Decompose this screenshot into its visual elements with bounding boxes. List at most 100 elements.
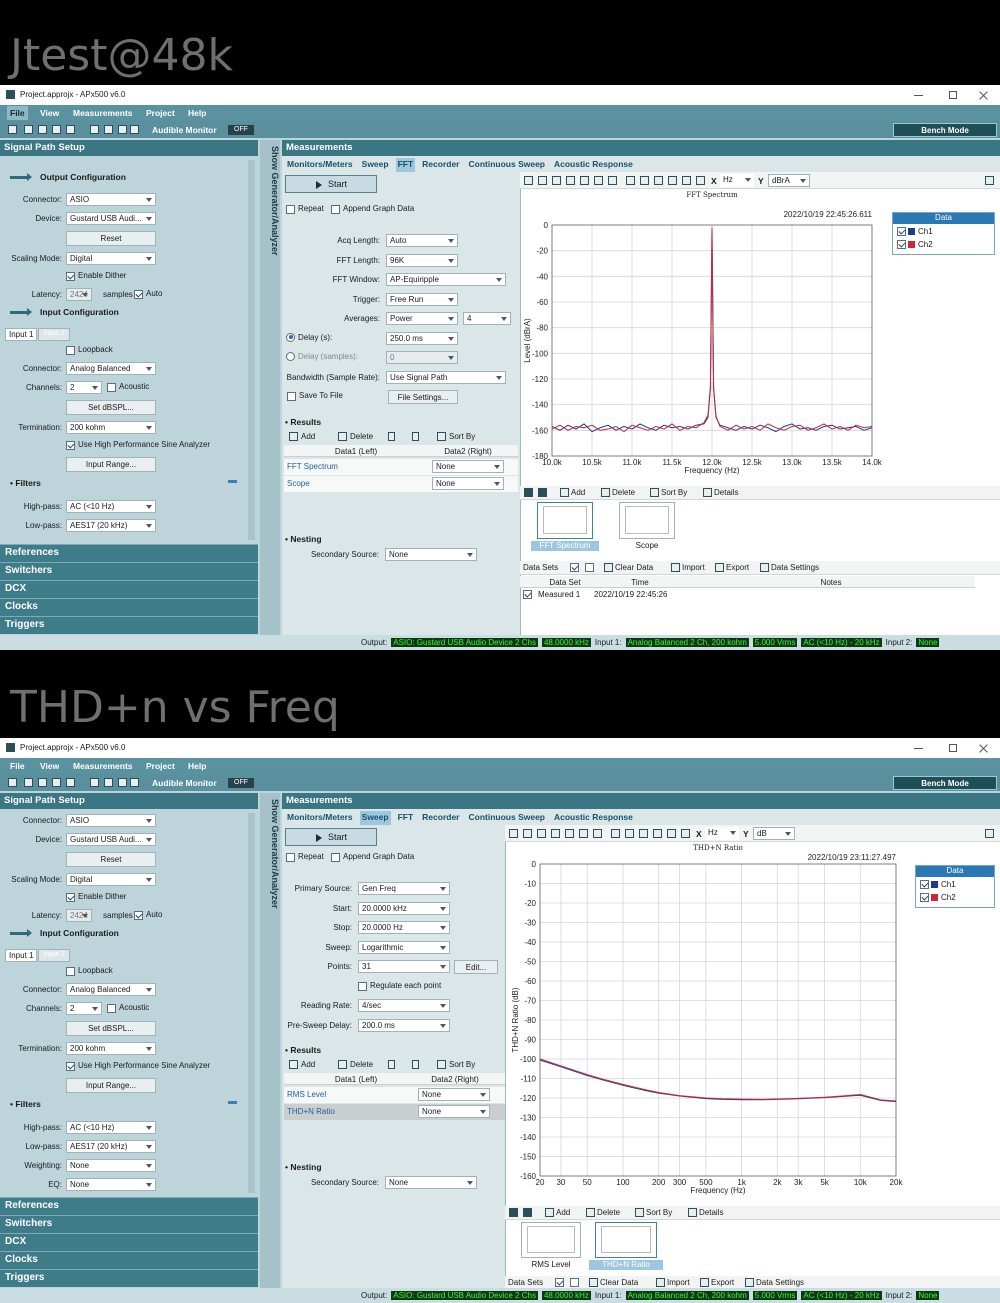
legend-checkbox[interactable]	[920, 893, 929, 902]
button[interactable]: Reset	[66, 231, 156, 246]
field-dropdown[interactable]: Gustard USB Audi...	[66, 833, 156, 846]
toolbar-button[interactable]: Delete	[612, 488, 636, 497]
toolbar-icon[interactable]	[289, 1060, 298, 1069]
param-value[interactable]: Logarithmic	[358, 940, 450, 954]
checkbox[interactable]	[66, 346, 75, 355]
toolbar-icon[interactable]	[437, 1060, 446, 1069]
toolbar-icon[interactable]	[745, 1278, 754, 1287]
checkbox[interactable]	[523, 590, 532, 599]
field-dropdown[interactable]: 200 kohm	[66, 421, 156, 434]
toolbar-button[interactable]: Import	[667, 1278, 690, 1287]
result-name[interactable]: THD+N Ratio	[287, 1107, 335, 1116]
toolbar-icon[interactable]	[650, 488, 659, 497]
legend-checkbox[interactable]	[920, 880, 929, 889]
param-value[interactable]: None	[385, 1176, 477, 1189]
nav-icon[interactable]	[524, 488, 533, 497]
result-dropdown[interactable]: None	[418, 1088, 490, 1101]
thumbnail-label[interactable]: Scope	[635, 541, 659, 550]
nav-icon[interactable]	[523, 1208, 532, 1217]
monitor-toggle[interactable]: OFF	[228, 125, 254, 135]
button[interactable]: Input Range...	[66, 1078, 156, 1093]
param-value[interactable]: Power	[386, 312, 458, 325]
checkbox[interactable]	[107, 383, 116, 392]
button[interactable]: Reset	[66, 852, 156, 867]
unit-dropdown[interactable]: Hz	[720, 174, 754, 187]
menu-item[interactable]: View	[40, 761, 60, 771]
toolbar-icon[interactable]	[538, 176, 547, 185]
checkbox[interactable]	[286, 853, 295, 862]
checkbox[interactable]	[286, 205, 295, 214]
field-dropdown[interactable]: Analog Balanced	[66, 983, 156, 996]
thumbnail-label[interactable]: THD+N Ratio	[589, 1260, 663, 1270]
button[interactable]: Edit...	[454, 960, 498, 974]
toolbar-icon[interactable]	[682, 176, 691, 185]
spin-value[interactable]: 4	[463, 312, 511, 325]
measurement-tab[interactable]: Continuous Sweep	[468, 159, 546, 169]
toolbar-icon[interactable]	[654, 176, 663, 185]
toolbar-button[interactable]: Delete	[597, 1208, 621, 1217]
input-tab[interactable]: Input 1	[5, 328, 37, 341]
move-icon[interactable]	[388, 431, 395, 441]
toolbar-icon[interactable]	[667, 829, 676, 838]
toolbar-button[interactable]: Add	[571, 488, 586, 497]
toolbar-icon[interactable]	[586, 1208, 595, 1217]
toolbar-icon[interactable]	[118, 125, 127, 134]
toolbar-icon[interactable]	[625, 829, 634, 838]
checkbox[interactable]	[287, 392, 296, 401]
measurement-tab[interactable]: Sweep	[361, 159, 389, 169]
toolbar-icon[interactable]	[594, 176, 603, 185]
nav-item[interactable]: Triggers	[0, 1269, 258, 1287]
toolbar-icon[interactable]	[8, 125, 17, 134]
checkbox[interactable]	[555, 1278, 564, 1287]
radio[interactable]	[286, 352, 295, 361]
toolbar-icon[interactable]	[338, 1060, 347, 1069]
toolbar-icon[interactable]	[24, 125, 33, 134]
toolbar-icon[interactable]	[130, 778, 139, 787]
start-button[interactable]: Start	[285, 175, 377, 193]
menu-item[interactable]: Project	[146, 108, 175, 118]
toolbar-icon[interactable]	[509, 829, 518, 838]
field-dropdown[interactable]: None	[66, 1178, 156, 1191]
measurement-tab[interactable]: Acoustic Response	[554, 812, 633, 822]
nav-item[interactable]: Clocks	[0, 598, 258, 616]
toolbar-icon[interactable]	[566, 176, 575, 185]
unit-dropdown[interactable]: dBrA	[768, 174, 810, 187]
maximize-button[interactable]	[949, 91, 957, 99]
toolbar-button[interactable]: Sort By	[646, 1208, 673, 1217]
result-dropdown[interactable]: None	[432, 476, 504, 490]
graph-thumbnail[interactable]	[537, 502, 593, 539]
side-tab[interactable]: Show Generator/Analyzer	[260, 793, 280, 1288]
toolbar-button[interactable]: Delete	[350, 431, 374, 441]
menu-item[interactable]: Help	[188, 761, 207, 771]
toolbar-icon[interactable]	[611, 829, 620, 838]
measurement-tab[interactable]: Sweep	[359, 811, 391, 825]
toolbar-icon[interactable]	[715, 563, 724, 572]
thumbnail-label[interactable]: RMS Level	[531, 1260, 571, 1269]
measurement-tab[interactable]: FFT	[395, 158, 416, 172]
toolbar-icon[interactable]	[437, 431, 446, 441]
param-value[interactable]: 200.0 ms	[358, 1018, 450, 1032]
param-value[interactable]: 31	[358, 960, 450, 973]
nav-icon[interactable]	[538, 488, 547, 497]
toolbar-button[interactable]: Data Settings	[771, 563, 820, 572]
toolbar-icon[interactable]	[639, 829, 648, 838]
measurement-tab[interactable]: Monitors/Meters	[287, 159, 353, 169]
toolbar-icon[interactable]	[601, 488, 610, 497]
button[interactable]: Set dBSPL...	[66, 1021, 156, 1036]
nav-item[interactable]: DCX	[0, 580, 258, 598]
toolbar-button[interactable]: Data Settings	[756, 1278, 805, 1287]
toolbar-icon[interactable]	[90, 125, 99, 134]
toolbar-icon[interactable]	[552, 176, 561, 185]
checkbox[interactable]	[66, 272, 75, 281]
button[interactable]: Set dBSPL...	[66, 400, 156, 415]
toolbar-icon[interactable]	[523, 829, 532, 838]
toolbar-button[interactable]: Details	[699, 1208, 724, 1217]
toolbar-icon[interactable]	[589, 1278, 598, 1287]
toolbar-icon[interactable]	[703, 488, 712, 497]
toolbar-icon[interactable]	[681, 829, 690, 838]
minimize-button[interactable]	[914, 748, 923, 749]
toolbar-icon[interactable]	[604, 563, 613, 572]
param-value[interactable]: 96K	[386, 253, 458, 267]
toolbar-button[interactable]: Add	[556, 1208, 571, 1217]
field-dropdown[interactable]: None	[66, 1159, 156, 1172]
